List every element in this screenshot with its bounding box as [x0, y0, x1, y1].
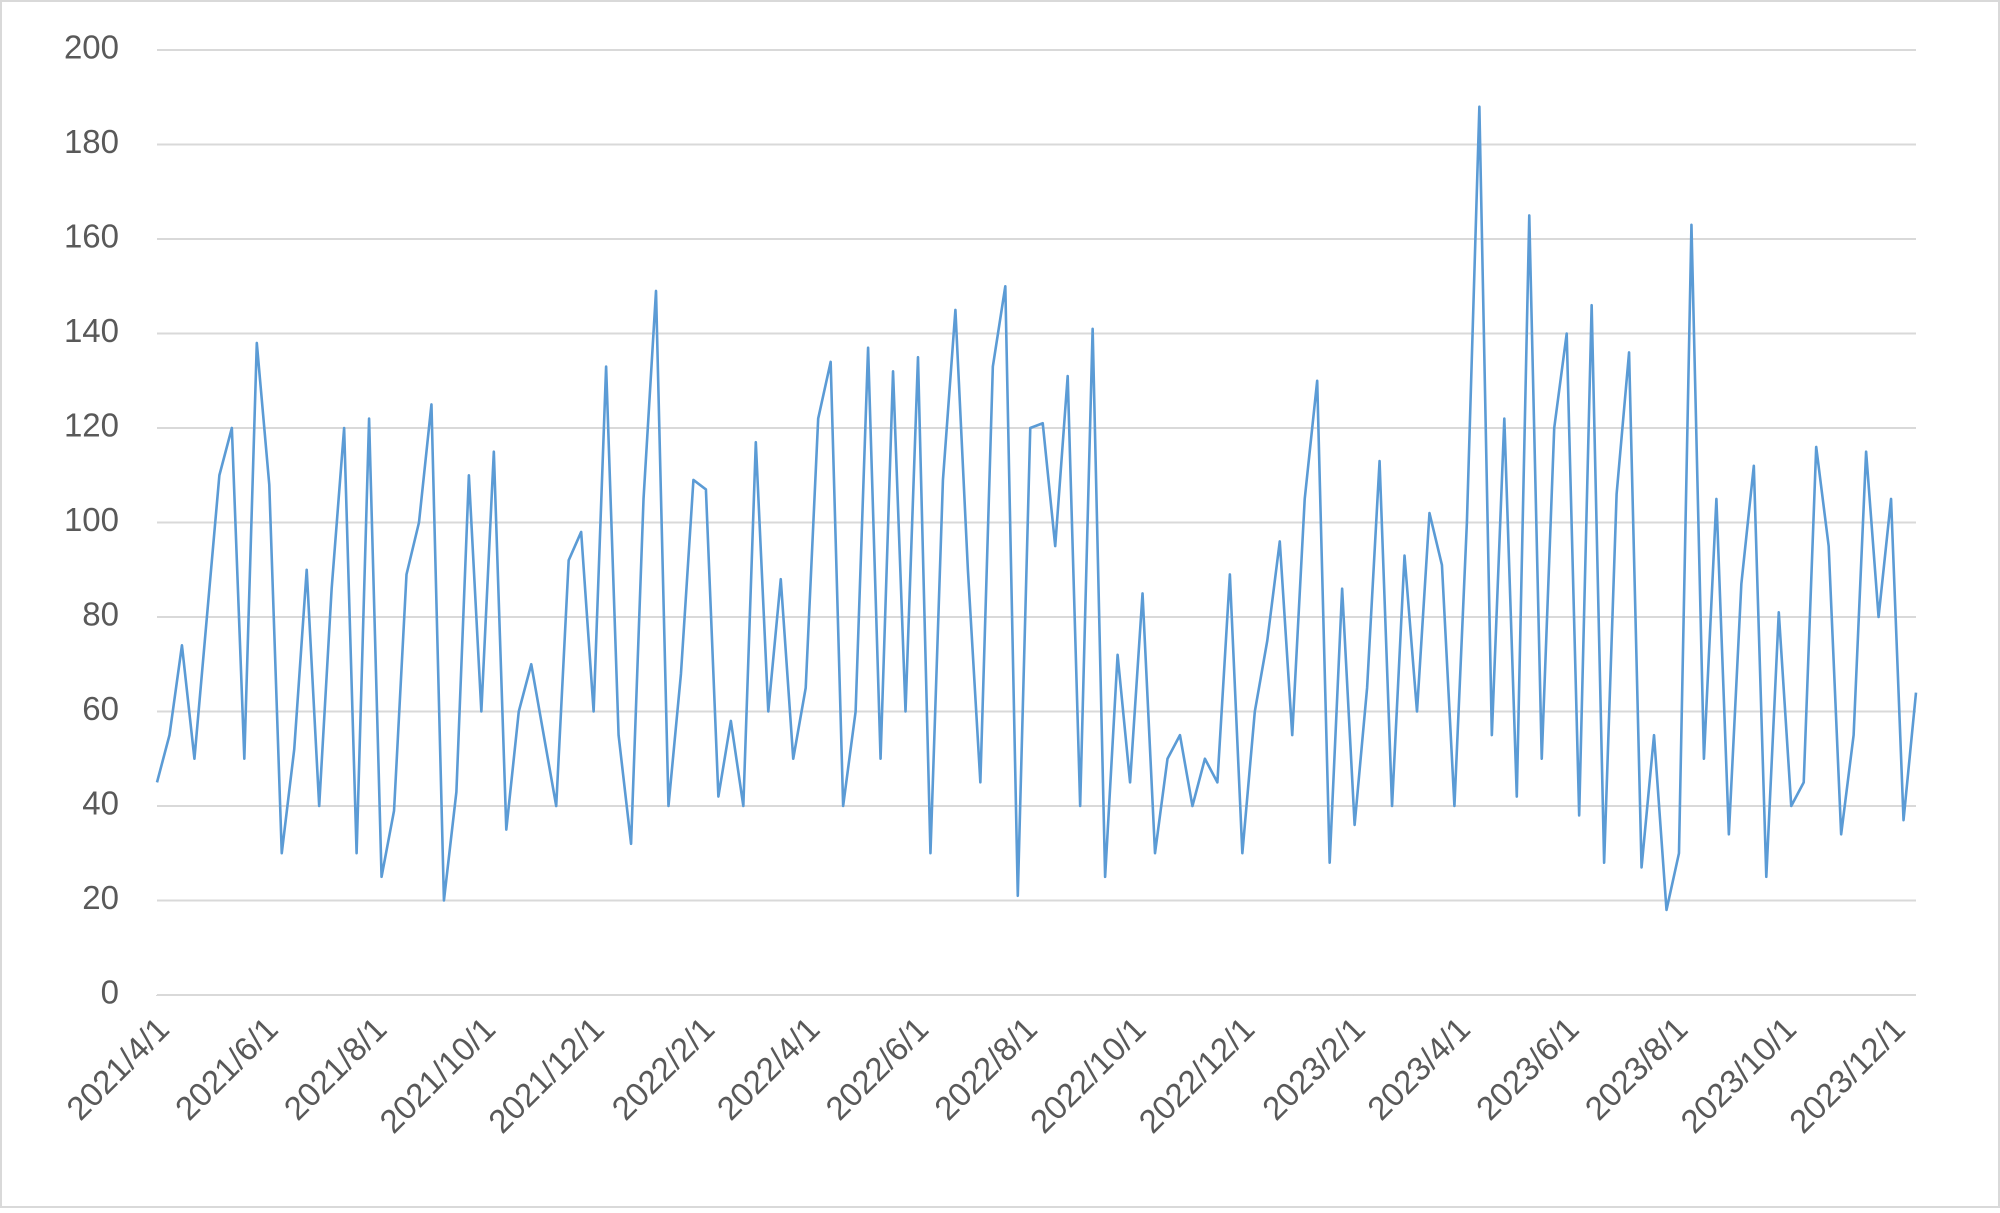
- y-tick-label: 40: [82, 785, 119, 822]
- y-tick-label: 0: [101, 974, 119, 1011]
- y-tick-label: 120: [64, 407, 119, 444]
- y-tick-label: 80: [82, 596, 119, 633]
- y-tick-label: 100: [64, 501, 119, 538]
- y-tick-label: 60: [82, 690, 119, 727]
- data-line: [155, 105, 1918, 912]
- y-tick-label: 160: [64, 218, 119, 255]
- y-tick-label: 200: [64, 29, 119, 66]
- y-tick-label: 180: [64, 123, 119, 160]
- y-tick-label: 140: [64, 312, 119, 349]
- y-tick-label: 20: [82, 879, 119, 916]
